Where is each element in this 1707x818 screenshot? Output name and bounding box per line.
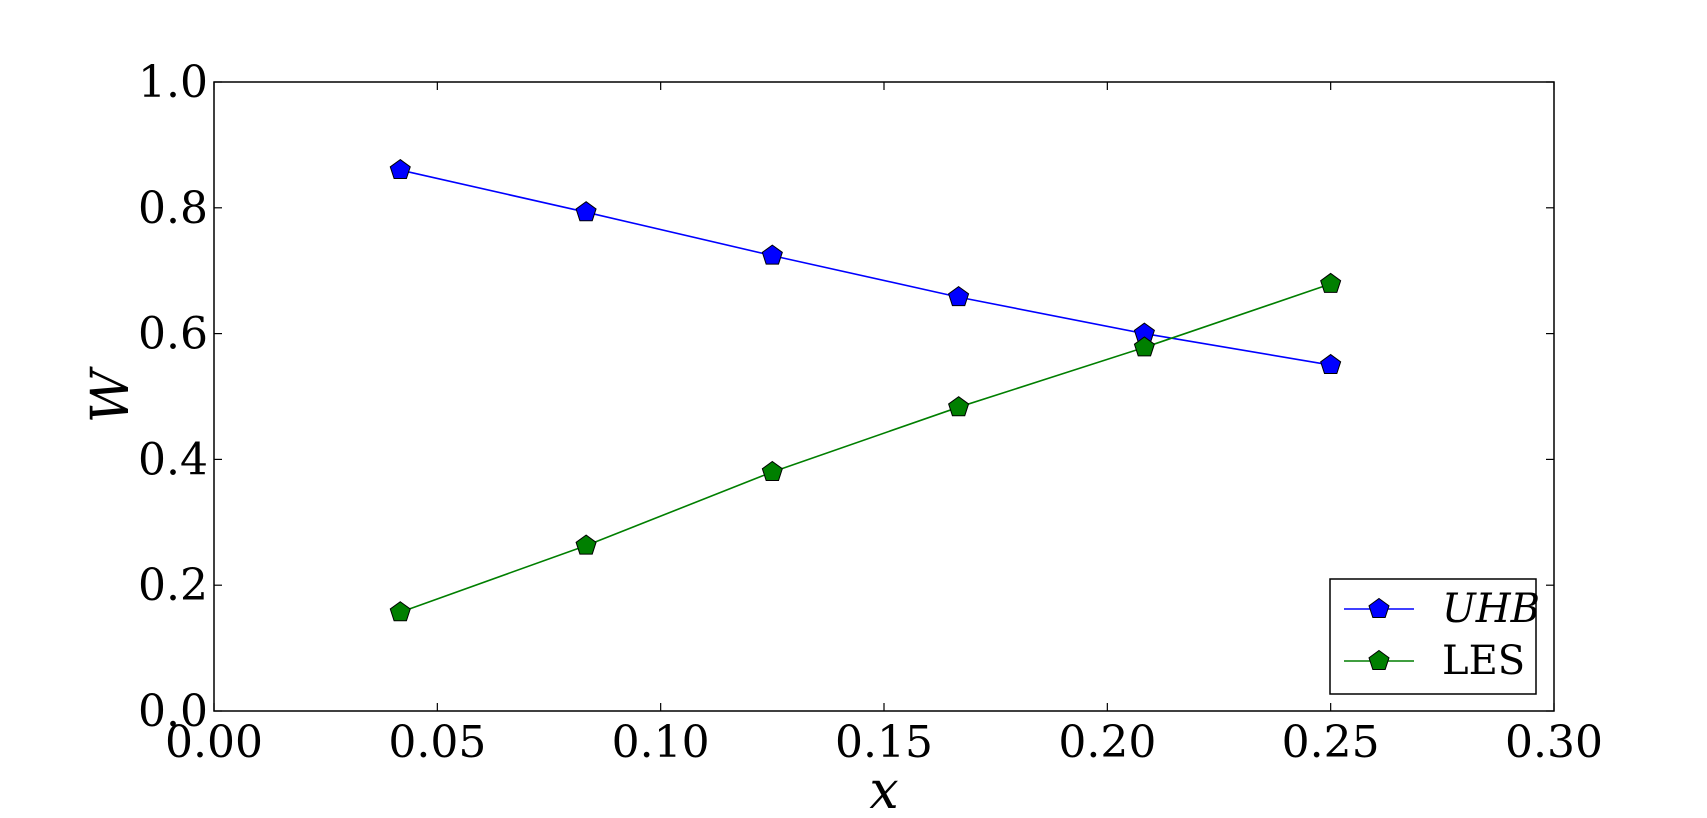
data-point-uhb	[1320, 353, 1342, 375]
data-point-uhb	[761, 244, 783, 265]
x-tick-label: 0.15	[835, 717, 933, 768]
data-point-uhb	[389, 158, 411, 180]
data-point-les	[1320, 272, 1342, 293]
x-tick-label: 0.30	[1505, 717, 1603, 768]
label-layer: x W	[81, 366, 899, 818]
legend-label: LES	[1442, 638, 1525, 684]
y-tick-label: 0.8	[138, 183, 208, 234]
series-uhb	[389, 158, 1342, 375]
x-tick-label: 0.00	[165, 717, 263, 768]
legend-item-uhb: UHB	[1344, 586, 1540, 632]
legend-item-les: LES	[1344, 638, 1525, 684]
legend: UHB LES	[1329, 578, 1540, 695]
y-axis-label: W	[81, 366, 141, 423]
y-tick-label: 0.2	[138, 560, 208, 611]
series-line-les	[399, 283, 1331, 614]
data-point-les	[1133, 336, 1155, 357]
y-tick-label: 0.6	[138, 309, 208, 360]
x-tick-label: 0.20	[1058, 717, 1156, 768]
tick-layer: 0.00 0.05 0.10 0.15 0.20 0.25 0.30 0.0 0.2 0.4 0.6…	[138, 57, 1603, 768]
series-line-uhb	[400, 169, 1331, 366]
legend-box	[1329, 578, 1537, 695]
legend-marker	[1368, 597, 1390, 618]
data-point-les	[761, 460, 783, 481]
y-tick-label: 0.4	[138, 434, 208, 485]
x-axis-label: x	[869, 761, 898, 813]
data-point-uhb	[948, 286, 970, 307]
data-point-uhb	[575, 201, 597, 222]
series-les	[389, 272, 1342, 622]
x-tick-label: 0.05	[388, 717, 486, 768]
y-tick-label: 0.0	[138, 686, 208, 737]
series-layer	[389, 158, 1342, 622]
x-tick-label: 0.10	[612, 717, 710, 768]
data-point-les	[389, 601, 411, 622]
y-tick-label: 1.0	[138, 57, 208, 108]
legend-marker	[1368, 649, 1390, 670]
legend-label: UHB	[1442, 586, 1540, 632]
data-point-les	[948, 396, 970, 417]
data-point-les	[575, 534, 597, 555]
x-tick-label: 0.25	[1282, 717, 1380, 768]
